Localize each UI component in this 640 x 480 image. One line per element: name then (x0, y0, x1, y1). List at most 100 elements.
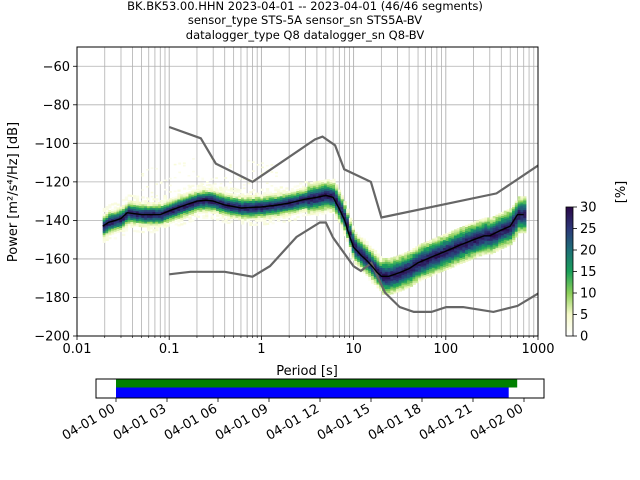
psd-density-cell (442, 239, 447, 243)
psd-density-cell (215, 190, 218, 192)
psd-density-cell (196, 202, 201, 205)
psd-density-cell (423, 247, 427, 251)
psd-density-cell (113, 227, 118, 230)
psd-density-cell (296, 188, 300, 192)
psd-density-cell (210, 205, 214, 208)
psd-density-cell (442, 251, 447, 254)
psd-density-cell (379, 286, 383, 290)
psd-density-cell (271, 195, 275, 198)
psd-density-cell (395, 269, 400, 272)
psd-density-cell (442, 259, 447, 262)
psd-density-cell (108, 229, 112, 232)
psd-density-cell (487, 225, 491, 228)
psd-density-cell (514, 200, 519, 203)
psd-density-cell (462, 252, 466, 256)
psd-density-cell (274, 187, 278, 190)
psd-density-cell (476, 239, 480, 242)
psd-density-cell (318, 184, 322, 187)
psd-density-cell (520, 225, 524, 228)
psd-density-cell (199, 211, 203, 214)
psd-density-cell (113, 229, 118, 232)
psd-density-cell (159, 182, 163, 185)
psd-density-cell (440, 248, 444, 251)
psd-density-cell (481, 243, 485, 246)
time-segments (116, 379, 518, 398)
psd-density-cell (246, 195, 250, 198)
psd-density-cell (105, 233, 109, 236)
psd-density-cell (514, 231, 519, 234)
psd-density-cell (249, 216, 253, 219)
psd-density-cell (254, 196, 259, 199)
psd-density-cell (453, 235, 458, 238)
psd-density-cell (476, 235, 480, 239)
psd-density-cell (257, 196, 261, 199)
psd-density-cell (199, 209, 203, 212)
psd-density-cell (520, 209, 524, 213)
psd-density-cell (146, 227, 151, 230)
psd-density-cell (202, 195, 206, 198)
psd-density-cell (293, 208, 297, 211)
psd-density-cell (282, 189, 286, 192)
psd-density-cell (332, 205, 336, 208)
psd-density-cell (158, 215, 162, 218)
psd-density-cell (423, 255, 427, 258)
psd-density-cell (229, 214, 234, 217)
psd-density-cell (173, 176, 177, 179)
psd-density-cell (401, 284, 405, 287)
psd-density-cell (478, 230, 483, 234)
psd-density-cell (326, 181, 331, 184)
psd-density-cell (390, 261, 394, 264)
psd-density-cell (274, 189, 278, 192)
psd-density-cell (332, 211, 336, 214)
psd-density-cell (268, 218, 272, 221)
psd-density-cell (476, 231, 480, 235)
psd-density-cell (489, 242, 494, 245)
psd-density-cell (429, 270, 433, 273)
psd-density-cell (489, 225, 494, 228)
colorbar-tick-label: 20 (580, 244, 597, 259)
psd-density-cell (329, 206, 333, 210)
psd-density-cell (467, 239, 472, 242)
x-tick-label: 1 (257, 342, 265, 357)
psd-density-cell (210, 203, 214, 206)
psd-density-cell (476, 230, 480, 233)
psd-density-cell (337, 203, 342, 206)
psd-density-cell (481, 237, 485, 240)
psd-density-cell (346, 216, 350, 219)
psd-density-cell (426, 246, 430, 249)
psd-density-cell (310, 183, 314, 187)
psd-density-cell (221, 187, 225, 190)
psd-density-cell (329, 197, 333, 200)
psd-density-cell (113, 223, 118, 226)
psd-density-cell (221, 204, 225, 208)
psd-density-cell (229, 193, 234, 196)
psd-density-cell (127, 202, 131, 205)
psd-density-cell (138, 215, 142, 218)
psd-density-cell (171, 220, 176, 223)
psd-density-cell (462, 233, 466, 236)
psd-density-cell (351, 233, 355, 236)
psd-density-cell (498, 217, 502, 220)
psd-density-cell (390, 265, 394, 268)
psd-density-cell (351, 225, 355, 228)
psd-density-cell (481, 239, 485, 242)
psd-density-cell (296, 211, 300, 215)
psd-density-cell (476, 243, 480, 246)
psd-density-cell (376, 280, 380, 283)
psd-density-cell (498, 246, 502, 249)
psd-density-cell (467, 237, 472, 240)
psd-density-cell (395, 290, 400, 293)
psd-density-cell (437, 257, 441, 260)
time-tick-label: 04-01 09 (213, 401, 271, 443)
psd-density-cell (451, 238, 455, 241)
psd-density-cell (470, 245, 474, 248)
psd-density-cell (307, 205, 311, 208)
psd-density-cell (102, 219, 107, 222)
psd-density-cell (467, 254, 472, 257)
psd-density-cell (210, 217, 214, 220)
psd-density-cell (293, 204, 297, 208)
psd-density-cell (249, 202, 253, 205)
psd-density-cell (193, 197, 198, 200)
psd-density-cell (102, 240, 107, 243)
psd-density-cell (271, 200, 275, 204)
